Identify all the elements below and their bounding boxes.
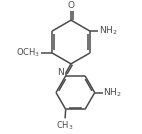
Text: CH$_3$: CH$_3$ [56, 120, 74, 132]
Text: NH$_2$: NH$_2$ [99, 25, 117, 37]
Text: N: N [57, 68, 63, 77]
Text: NH$_2$: NH$_2$ [103, 86, 122, 99]
Text: O: O [67, 1, 75, 10]
Text: OCH$_3$: OCH$_3$ [16, 47, 40, 59]
